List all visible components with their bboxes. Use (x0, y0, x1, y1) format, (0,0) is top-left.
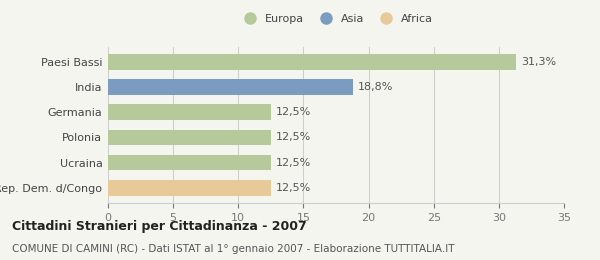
Bar (108, 155, 271, 171)
Text: 12,5%: 12,5% (276, 158, 311, 168)
Bar (108, 180, 271, 196)
Bar (108, 129, 271, 145)
Text: Cittadini Stranieri per Cittadinanza - 2007: Cittadini Stranieri per Cittadinanza - 2… (12, 220, 307, 233)
Text: 12,5%: 12,5% (276, 183, 311, 193)
Text: 12,5%: 12,5% (276, 107, 311, 117)
Bar (108, 54, 516, 69)
Text: COMUNE DI CAMINI (RC) - Dati ISTAT al 1° gennaio 2007 - Elaborazione TUTTITALIA.: COMUNE DI CAMINI (RC) - Dati ISTAT al 1°… (12, 244, 455, 254)
Legend: Europa, Asia, Africa: Europa, Asia, Africa (235, 10, 437, 29)
Text: 12,5%: 12,5% (276, 132, 311, 142)
Text: 18,8%: 18,8% (358, 82, 394, 92)
Text: 31,3%: 31,3% (521, 57, 556, 67)
Bar (108, 79, 353, 95)
Bar (108, 104, 271, 120)
